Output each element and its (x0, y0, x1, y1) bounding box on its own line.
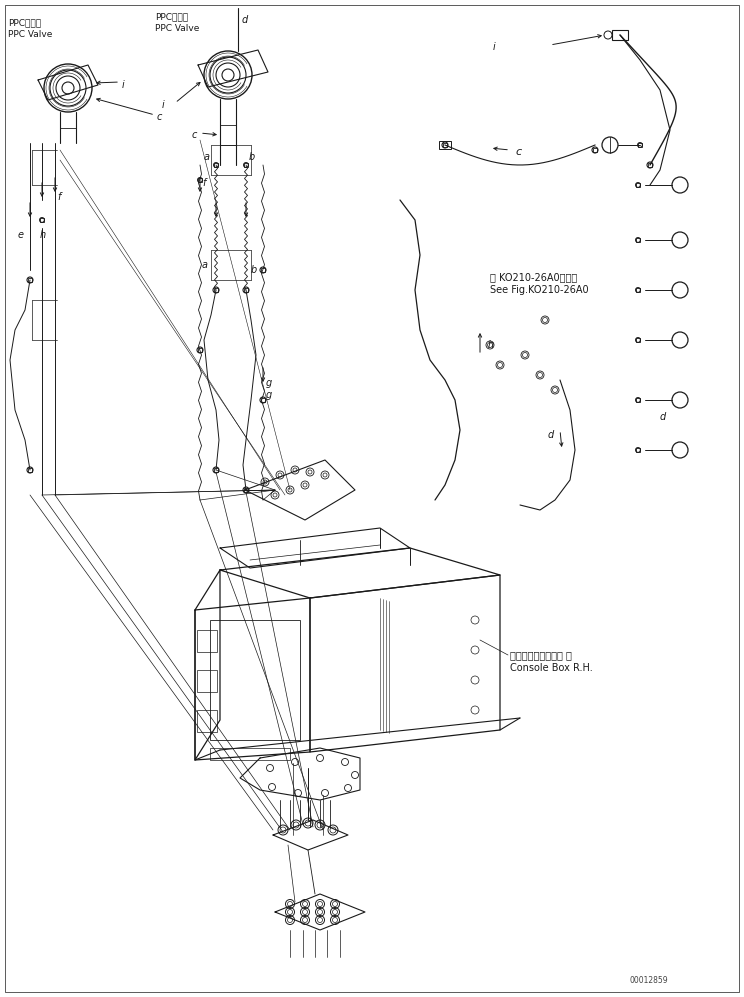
Bar (197, 630, 217, 652)
Text: h: h (488, 340, 494, 350)
Bar (210, 620, 300, 740)
Text: c: c (192, 130, 197, 140)
Text: a: a (204, 152, 210, 162)
Text: c: c (515, 147, 521, 157)
Text: d: d (242, 15, 248, 25)
Text: See Fig.KO210-26A0: See Fig.KO210-26A0 (490, 285, 589, 295)
Text: PPC Valve: PPC Valve (155, 24, 199, 33)
Bar (198, 348, 202, 352)
Text: f: f (57, 192, 60, 202)
Bar (439, 141, 451, 149)
Bar (648, 163, 652, 167)
Bar (636, 449, 640, 452)
Bar (199, 178, 202, 181)
Text: b: b (249, 152, 255, 162)
Text: コンソールボックス 右: コンソールボックス 右 (510, 650, 572, 660)
Text: g: g (266, 390, 272, 400)
Text: c: c (157, 112, 162, 122)
Bar (197, 710, 217, 732)
Bar (261, 268, 265, 272)
Text: i: i (162, 100, 164, 110)
Text: PPC Valve: PPC Valve (8, 30, 52, 39)
Bar (244, 488, 248, 492)
Bar (28, 278, 32, 282)
Bar (28, 468, 32, 472)
Text: d: d (548, 430, 554, 440)
Bar (40, 218, 44, 221)
Bar (636, 338, 640, 342)
Bar (443, 143, 447, 147)
Text: i: i (493, 42, 495, 52)
Text: PPCバルブ: PPCバルブ (8, 18, 41, 27)
Bar (261, 398, 265, 402)
Bar (636, 399, 640, 402)
Bar (210, 748, 290, 760)
Text: 00012859: 00012859 (630, 976, 669, 985)
Text: f: f (202, 178, 205, 188)
Bar (244, 288, 248, 292)
Text: d: d (660, 412, 666, 422)
Bar (593, 148, 597, 152)
Bar (636, 288, 640, 291)
Text: e: e (18, 230, 24, 240)
Text: i: i (122, 80, 125, 90)
Bar (636, 183, 640, 186)
Bar (214, 468, 218, 472)
Bar (214, 288, 218, 292)
Text: a: a (202, 260, 208, 270)
Bar (636, 238, 640, 241)
Bar (244, 164, 248, 166)
Text: 第 KO210-26A0図参照: 第 KO210-26A0図参照 (490, 272, 577, 282)
Text: b: b (251, 265, 257, 275)
Bar (214, 164, 217, 166)
Bar (638, 144, 641, 147)
Bar (612, 30, 628, 40)
Text: g: g (266, 378, 272, 388)
Text: PPCバルブ: PPCバルブ (155, 12, 188, 21)
Text: Console Box R.H.: Console Box R.H. (510, 663, 593, 673)
Text: h: h (40, 230, 46, 240)
Bar (197, 670, 217, 692)
